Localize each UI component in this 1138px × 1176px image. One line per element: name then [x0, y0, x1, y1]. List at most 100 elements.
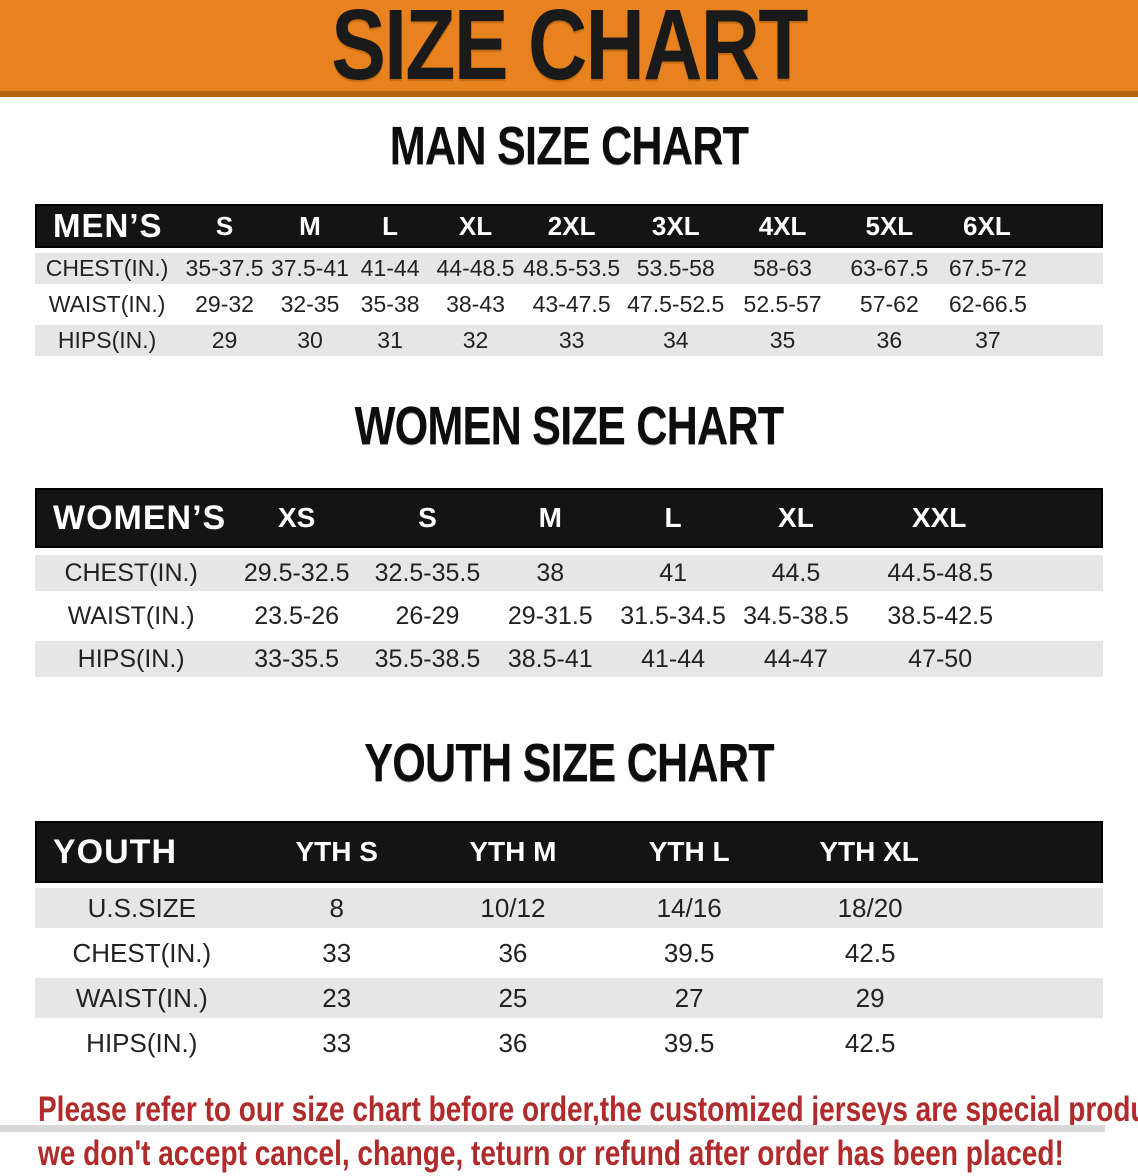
women-size-table: WOMEN’S XS S M L XL XXL CHEST(IN.) 29.5-32.5 32.5…: [35, 481, 1103, 684]
cell-value: 63-67.5: [835, 253, 943, 284]
cell-value: 33-35.5: [227, 641, 367, 677]
row-label: CHEST(IN.): [35, 555, 228, 591]
cell-value: 10/12: [424, 888, 602, 928]
row-label: HIPS(IN.): [35, 641, 228, 677]
cell-value: 29-32: [179, 289, 270, 320]
cell-value: 39.5: [601, 1023, 778, 1063]
cell-value: 44.5: [734, 555, 858, 591]
column-header: 5XL: [835, 204, 943, 248]
cell-value: 42.5: [777, 933, 1103, 973]
cell-value: 32-35: [269, 289, 351, 320]
cell-value: 31.5-34.5: [611, 598, 735, 634]
men-size-table: MEN’S S M L XL 2XL 3XL 4XL 5XL 6XL CHEST(IN.) 35-37…: [35, 199, 1103, 361]
table-header-row: YOUTH YTH S YTH M YTH L YTH XL: [35, 821, 1103, 883]
women-section: WOMEN SIZE CHART WOMEN’S XS S M L XL XXL CHEST(…: [0, 395, 1138, 684]
column-header: XL: [430, 204, 521, 248]
table-row: CHEST(IN.) 35-37.5 37.5-41 41-44 44-48.5 48.5…: [35, 253, 1103, 284]
row-label: HIPS(IN.): [35, 1023, 249, 1063]
column-header: L: [611, 488, 735, 548]
cell-value: 34: [622, 325, 730, 356]
column-header: 4XL: [729, 204, 836, 248]
disclaimer-line-2: we don't accept cancel, change, teturn o…: [38, 1134, 1064, 1173]
cell-value: 41-44: [611, 641, 735, 677]
cell-value: 37.5-41: [269, 253, 351, 284]
disclaimer: Please refer to our size chart before or…: [0, 1088, 1138, 1176]
cell-value: 38: [488, 555, 612, 591]
table-row: U.S.SIZE 8 10/12 14/16 18/20: [35, 888, 1103, 928]
cell-value: 29: [777, 978, 1103, 1018]
table-header-row: MEN’S S M L XL 2XL 3XL 4XL 5XL 6XL: [35, 204, 1103, 248]
table-row: HIPS(IN.) 33 36 39.5 42.5: [35, 1023, 1103, 1063]
cell-value: 47-50: [857, 641, 1103, 677]
women-section-title: WOMEN SIZE CHART: [354, 396, 785, 456]
column-header: XXL: [857, 488, 1103, 548]
column-header: YTH L: [601, 821, 778, 883]
cell-value: 44.5-48.5: [857, 555, 1103, 591]
row-label: HIPS(IN.): [35, 325, 180, 356]
cell-value: 29: [179, 325, 270, 356]
column-header: XL: [734, 488, 858, 548]
column-header: YTH XL: [777, 821, 1103, 883]
youth-section-title: YOUTH SIZE CHART: [364, 733, 774, 793]
cell-value: 38.5-41: [488, 641, 612, 677]
table-row: HIPS(IN.) 29 30 31 32 33 34 35 36 37: [35, 325, 1103, 356]
table-row: WAIST(IN.) 23.5-26 26-29 29-31.5 31.5-34.5 34…: [35, 598, 1103, 634]
table-header-row: WOMEN’S XS S M L XL XXL: [35, 488, 1103, 548]
cell-value: 38-43: [430, 289, 521, 320]
cell-value: 29.5-32.5: [227, 555, 367, 591]
cell-value: 34.5-38.5: [734, 598, 858, 634]
cell-value: 44-47: [734, 641, 858, 677]
column-header: M: [269, 204, 351, 248]
cell-value: 14/16: [601, 888, 778, 928]
cell-value: 23.5-26: [227, 598, 367, 634]
cell-value: 39.5: [601, 933, 778, 973]
cell-value: 32.5-35.5: [366, 555, 489, 591]
cell-value: 36: [424, 1023, 602, 1063]
cell-value: 41-44: [350, 253, 431, 284]
column-header: S: [366, 488, 489, 548]
cell-value: 35-38: [350, 289, 431, 320]
cell-value: 47.5-52.5: [622, 289, 730, 320]
column-header: YTH S: [248, 821, 425, 883]
cell-value: 35.5-38.5: [366, 641, 489, 677]
cell-value: 42.5: [777, 1023, 1103, 1063]
cell-value: 18/20: [777, 888, 1103, 928]
cell-value: 53.5-58: [622, 253, 730, 284]
cell-value: 30: [269, 325, 351, 356]
cell-value: 58-63: [729, 253, 836, 284]
row-label: CHEST(IN.): [35, 933, 249, 973]
row-label: WAIST(IN.): [35, 598, 228, 634]
size-chart-banner: SIZE CHART: [0, 0, 1138, 97]
table-row: CHEST(IN.) 33 36 39.5 42.5: [35, 933, 1103, 973]
column-header: S: [179, 204, 270, 248]
table-row: WAIST(IN.) 29-32 32-35 35-38 38-43 43-47.5 47.…: [35, 289, 1103, 320]
column-header: 6XL: [942, 204, 1103, 248]
cell-value: 35-37.5: [179, 253, 270, 284]
cell-value: 33: [248, 1023, 425, 1063]
table-row: HIPS(IN.) 33-35.5 35.5-38.5 38.5-41 41-44 44-…: [35, 641, 1103, 677]
cell-value: 38.5-42.5: [857, 598, 1103, 634]
cell-value: 33: [520, 325, 623, 356]
cell-value: 31: [350, 325, 431, 356]
cell-value: 36: [835, 325, 943, 356]
column-header: XS: [227, 488, 367, 548]
column-header: 2XL: [520, 204, 623, 248]
cell-value: 36: [424, 933, 602, 973]
cell-value: 37: [942, 325, 1103, 356]
row-label: WAIST(IN.): [35, 289, 180, 320]
cell-value: 32: [430, 325, 521, 356]
cell-value: 41: [611, 555, 735, 591]
cell-value: 43-47.5: [520, 289, 623, 320]
table-row: WAIST(IN.) 23 25 27 29: [35, 978, 1103, 1018]
cell-value: 25: [424, 978, 602, 1018]
table-corner-label: YOUTH: [35, 821, 249, 883]
row-label: CHEST(IN.): [35, 253, 180, 284]
row-label: WAIST(IN.): [35, 978, 249, 1018]
cell-value: 33: [248, 933, 425, 973]
men-section-title: MAN SIZE CHART: [389, 116, 749, 176]
youth-section: YOUTH SIZE CHART YOUTH YTH S YTH M YTH L YTH…: [0, 732, 1138, 1068]
cell-value: 23: [248, 978, 425, 1018]
table-row: CHEST(IN.) 29.5-32.5 32.5-35.5 38 41 44.5 44.5…: [35, 555, 1103, 591]
youth-size-table: YOUTH YTH S YTH M YTH L YTH XL U.S.SIZE 8 10/12…: [35, 816, 1103, 1068]
bottom-edge-strip: [0, 1125, 1105, 1132]
